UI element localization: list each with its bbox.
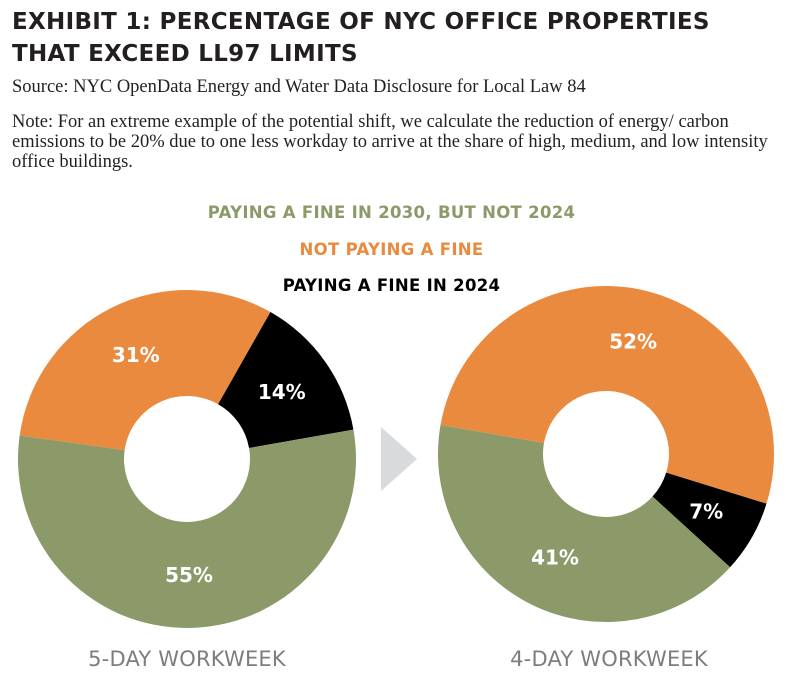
donut-5-day-slice-0	[17, 429, 356, 629]
donut-5-day-slice-2	[218, 312, 354, 449]
donut-5-day: 31% 14% 55%	[17, 289, 356, 629]
donut-4-day-label-2: 7%	[689, 499, 723, 523]
donut-5-day-label-2: 14%	[258, 380, 306, 404]
legend-item-fine-2024: PAYING A FINE IN 2024	[282, 276, 501, 295]
chart-caption-5-day: 5-DAY WORKWEEK	[88, 647, 286, 671]
legend-item-fine-2030: PAYING A FINE IN 2030, BUT NOT 2024	[207, 203, 576, 222]
donut-4-day-slice-1	[440, 286, 774, 504]
donut-4-day-label-1: 52%	[609, 330, 657, 354]
donut-5-day-label-1: 31%	[112, 343, 160, 367]
donut-5-day-label-0: 55%	[165, 563, 213, 587]
source-line: Source: NYC OpenData Energy and Water Da…	[12, 77, 586, 97]
donut-5-day-slice-1	[19, 289, 271, 451]
donut-4-day-slice-2	[652, 472, 767, 568]
note-text: Note: For an extreme example of the pote…	[12, 112, 768, 172]
donut-4-day-slice-0	[438, 424, 731, 622]
exhibit-title: EXHIBIT 1: PERCENTAGE OF NYC OFFICE PROP…	[12, 9, 710, 67]
chart-caption-4-day: 4-DAY WORKWEEK	[510, 647, 708, 671]
chevron-right-icon	[381, 427, 417, 491]
donut-4-day-label-0: 41%	[531, 546, 579, 570]
legend-item-no-fine: NOT PAYING A FINE	[299, 240, 484, 259]
donut-4-day: 52% 7% 41%	[438, 286, 774, 622]
